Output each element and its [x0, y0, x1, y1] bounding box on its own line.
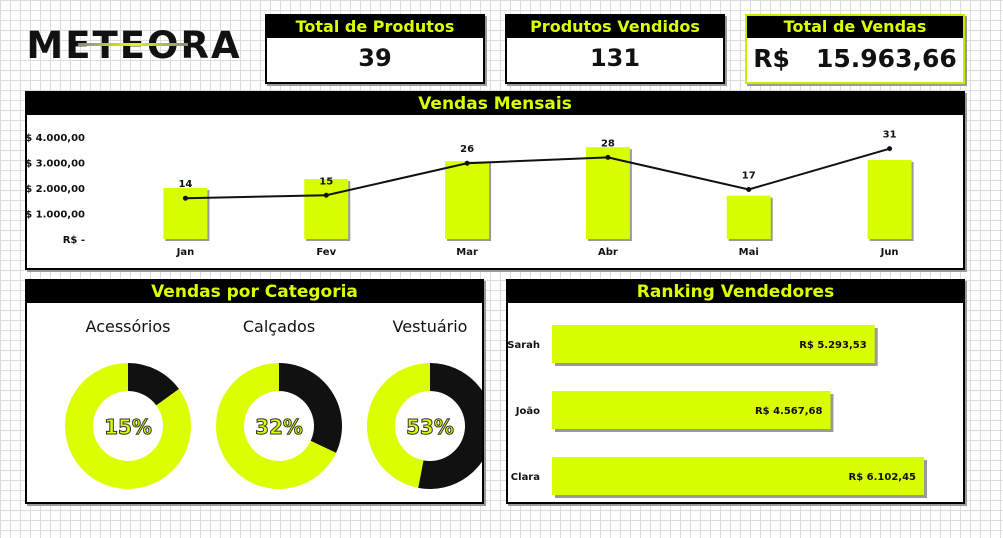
- category-label: Sarah: [508, 340, 540, 351]
- x-tick-label: Abr: [598, 247, 618, 258]
- donut-3: 53%: [366, 363, 482, 489]
- data-label: 15: [319, 176, 333, 187]
- data-label: 14: [178, 179, 192, 190]
- panel-vendas-categoria: Vendas por Categoria 15% Acessórios 32% Cal…: [25, 279, 484, 504]
- x-tick-label: Jun: [880, 247, 899, 258]
- kpi-label: Total de Vendas: [747, 16, 963, 38]
- x-tick-label: Jan: [176, 247, 195, 258]
- x-tick-label: Fev: [316, 247, 336, 258]
- y-tick-label: R$ 2.000,00: [27, 184, 85, 195]
- kpi-produtos-vendidos: Produtos Vendidos 131: [505, 14, 725, 84]
- chart-title: Vendas Mensais: [27, 93, 963, 115]
- kpi-value: R$ 15.963,66: [753, 44, 957, 73]
- y-tick-label: R$ 1.000,00: [27, 210, 85, 221]
- value-label: R$ 4.567,68: [755, 406, 823, 417]
- donut-slice-rest: [366, 363, 430, 488]
- donut-1: 15%: [65, 363, 191, 489]
- data-label: 26: [460, 144, 474, 155]
- y-tick-label: R$ 4.000,00: [27, 133, 85, 144]
- donut-slice-share: [279, 363, 342, 453]
- ranking-bar-chart: Sarah R$ 5.293,53 João R$ 4.567,68 Clara R$ 6…: [508, 325, 927, 498]
- bar: [552, 457, 924, 495]
- category-label: Clara: [511, 472, 540, 483]
- donut-category-label: Vestuário: [393, 317, 468, 336]
- y-tick-label: R$ 3.000,00: [27, 159, 85, 170]
- donut-percent-label: 15%: [104, 415, 152, 439]
- bar: [867, 159, 912, 239]
- y-tick-label: R$ -: [63, 235, 85, 246]
- x-tick-label: Mar: [456, 247, 478, 258]
- bar: [552, 325, 875, 363]
- bar: [445, 161, 490, 239]
- donut-category-label: Calçados: [243, 317, 315, 336]
- data-label: 28: [601, 138, 615, 149]
- meteora-logo: METEORA: [26, 24, 239, 67]
- line-series: [185, 147, 890, 200]
- bar: [163, 188, 208, 239]
- line-point: [887, 146, 893, 152]
- x-tick-label: Mai: [739, 247, 759, 258]
- donut-slice-share: [418, 363, 482, 489]
- panel-vendas-mensais: Vendas Mensais R$ - R$ 1.000,00 R$ 2.000,0…: [25, 91, 965, 270]
- line-point: [182, 195, 188, 201]
- chart-title: Ranking Vendedores: [508, 281, 963, 303]
- donut-slice-rest: [65, 363, 191, 489]
- data-label: 17: [742, 170, 756, 181]
- donut-2: 32%: [216, 363, 342, 489]
- kpi-value: 131: [589, 44, 641, 72]
- data-label: 31: [883, 130, 897, 141]
- category-label: João: [515, 406, 540, 417]
- category-donut-charts: 15% Acessórios 32% Calçados 53% Vestuário: [65, 317, 482, 489]
- bar: [726, 195, 771, 239]
- chart-title: Vendas por Categoria: [27, 281, 482, 303]
- kpi-value: 39: [358, 44, 392, 72]
- kpi-label: Produtos Vendidos: [507, 16, 723, 38]
- line-point: [464, 160, 470, 166]
- kpi-total-vendas: Total de Vendas R$ 15.963,66: [745, 14, 965, 84]
- donut-slice-rest: [216, 363, 337, 489]
- panel-ranking-vendedores: Ranking Vendedores Sarah R$ 5.293,53 João R…: [506, 279, 965, 504]
- donut-slice-share: [128, 363, 179, 406]
- line-point: [323, 192, 329, 198]
- bar: [304, 179, 349, 239]
- line-point: [605, 154, 611, 160]
- bar: [552, 391, 831, 429]
- line-point: [746, 186, 752, 192]
- donut-category-label: Acessórios: [86, 317, 171, 336]
- donut-percent-label: 53%: [406, 415, 454, 439]
- value-label: R$ 6.102,45: [849, 472, 917, 483]
- kpi-total-produtos: Total de Produtos 39: [265, 14, 485, 84]
- monthly-sales-chart: R$ - R$ 1.000,00 R$ 2.000,00 R$ 3.000,00 R$ …: [27, 130, 914, 258]
- kpi-label: Total de Produtos: [267, 16, 483, 38]
- value-label: R$ 5.293,53: [799, 340, 867, 351]
- bar: [585, 147, 630, 239]
- donut-percent-label: 32%: [255, 415, 303, 439]
